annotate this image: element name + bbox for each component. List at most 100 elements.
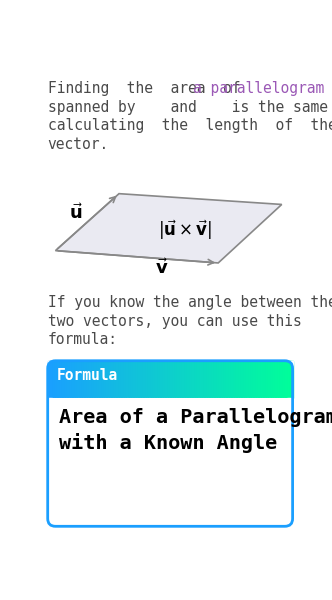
Text: Area of a Parallelogram: Area of a Parallelogram bbox=[58, 409, 332, 427]
Bar bbox=[180, 361, 183, 398]
Bar bbox=[94, 361, 97, 398]
Bar bbox=[231, 361, 234, 398]
Bar bbox=[107, 361, 109, 398]
Bar bbox=[192, 361, 195, 398]
Bar bbox=[256, 361, 259, 398]
Text: Formula: Formula bbox=[57, 368, 118, 383]
Bar bbox=[246, 361, 249, 398]
Bar bbox=[239, 361, 242, 398]
Text: formula:: formula: bbox=[48, 332, 118, 347]
Bar bbox=[119, 361, 122, 398]
Bar bbox=[236, 361, 239, 398]
Bar bbox=[226, 361, 229, 398]
Bar bbox=[175, 361, 178, 398]
Text: with a Known Angle: with a Known Angle bbox=[58, 433, 277, 453]
Text: $\vec{\mathbf{v}}$: $\vec{\mathbf{v}}$ bbox=[155, 259, 168, 278]
Bar bbox=[55, 361, 58, 398]
Bar bbox=[92, 361, 95, 398]
Bar bbox=[107, 361, 109, 398]
Bar bbox=[126, 361, 129, 398]
Bar bbox=[128, 361, 131, 398]
Bar bbox=[153, 361, 156, 398]
Bar bbox=[195, 361, 198, 398]
Bar bbox=[111, 361, 114, 398]
Bar bbox=[209, 361, 212, 398]
Bar bbox=[234, 361, 237, 398]
Bar bbox=[124, 361, 126, 398]
Bar bbox=[251, 361, 254, 398]
Bar bbox=[288, 361, 290, 398]
Bar bbox=[197, 361, 200, 398]
Bar bbox=[283, 361, 286, 398]
Bar bbox=[276, 361, 278, 398]
Bar bbox=[111, 361, 114, 398]
Bar bbox=[187, 361, 190, 398]
Bar bbox=[65, 361, 68, 398]
Bar bbox=[70, 361, 73, 398]
Bar bbox=[290, 361, 293, 398]
Bar bbox=[246, 361, 249, 398]
Bar bbox=[178, 361, 180, 398]
Bar bbox=[182, 361, 185, 398]
Bar bbox=[67, 361, 70, 398]
Bar bbox=[244, 361, 246, 398]
Bar bbox=[263, 361, 266, 398]
Bar bbox=[75, 361, 77, 398]
Text: Finding  the  area  of: Finding the area of bbox=[48, 81, 249, 96]
Bar bbox=[84, 361, 87, 398]
Bar bbox=[57, 361, 60, 398]
Bar bbox=[182, 361, 185, 398]
Bar bbox=[148, 361, 151, 398]
Bar bbox=[148, 361, 151, 398]
Bar bbox=[271, 361, 273, 398]
Polygon shape bbox=[55, 194, 282, 263]
Bar bbox=[219, 361, 222, 398]
Text: vector.: vector. bbox=[48, 137, 109, 152]
Bar bbox=[92, 361, 95, 398]
Bar bbox=[114, 361, 117, 398]
Bar bbox=[65, 361, 68, 398]
Bar bbox=[229, 361, 232, 398]
Bar bbox=[205, 361, 207, 398]
Bar bbox=[109, 361, 112, 398]
Bar bbox=[205, 361, 207, 398]
Bar bbox=[89, 361, 92, 398]
Bar bbox=[217, 361, 219, 398]
Bar bbox=[48, 398, 292, 526]
Bar bbox=[87, 361, 90, 398]
Bar bbox=[70, 361, 73, 398]
Bar bbox=[114, 361, 117, 398]
Bar bbox=[249, 361, 251, 398]
Bar bbox=[75, 361, 77, 398]
Bar bbox=[77, 361, 80, 398]
Bar bbox=[217, 361, 219, 398]
Bar bbox=[273, 361, 276, 398]
Bar bbox=[143, 361, 146, 398]
Bar bbox=[150, 361, 153, 398]
Text: $|\vec{\mathbf{u}}\times\vec{\mathbf{v}}|$: $|\vec{\mathbf{u}}\times\vec{\mathbf{v}}… bbox=[158, 218, 212, 242]
Bar bbox=[62, 361, 65, 398]
Bar bbox=[219, 361, 222, 398]
Bar bbox=[263, 361, 266, 398]
Bar bbox=[200, 361, 203, 398]
Bar bbox=[146, 361, 148, 398]
Text: calculating  the  length  of  the         -: calculating the length of the - bbox=[48, 118, 332, 133]
Bar bbox=[48, 361, 57, 370]
Bar bbox=[209, 361, 212, 398]
Bar bbox=[87, 361, 90, 398]
Bar bbox=[80, 361, 82, 398]
Bar bbox=[102, 361, 105, 398]
Bar bbox=[170, 361, 173, 398]
Bar bbox=[136, 361, 139, 398]
Text: $\vec{\mathbf{u}}$: $\vec{\mathbf{u}}$ bbox=[69, 203, 83, 223]
Bar bbox=[67, 361, 70, 398]
Bar bbox=[143, 361, 146, 398]
Bar bbox=[104, 361, 107, 398]
Bar bbox=[290, 361, 293, 398]
Bar bbox=[57, 361, 60, 398]
Bar bbox=[221, 361, 224, 398]
Bar bbox=[283, 361, 286, 398]
Bar bbox=[200, 361, 203, 398]
Text: If you know the angle between the: If you know the angle between the bbox=[48, 295, 332, 310]
Bar bbox=[146, 361, 148, 398]
